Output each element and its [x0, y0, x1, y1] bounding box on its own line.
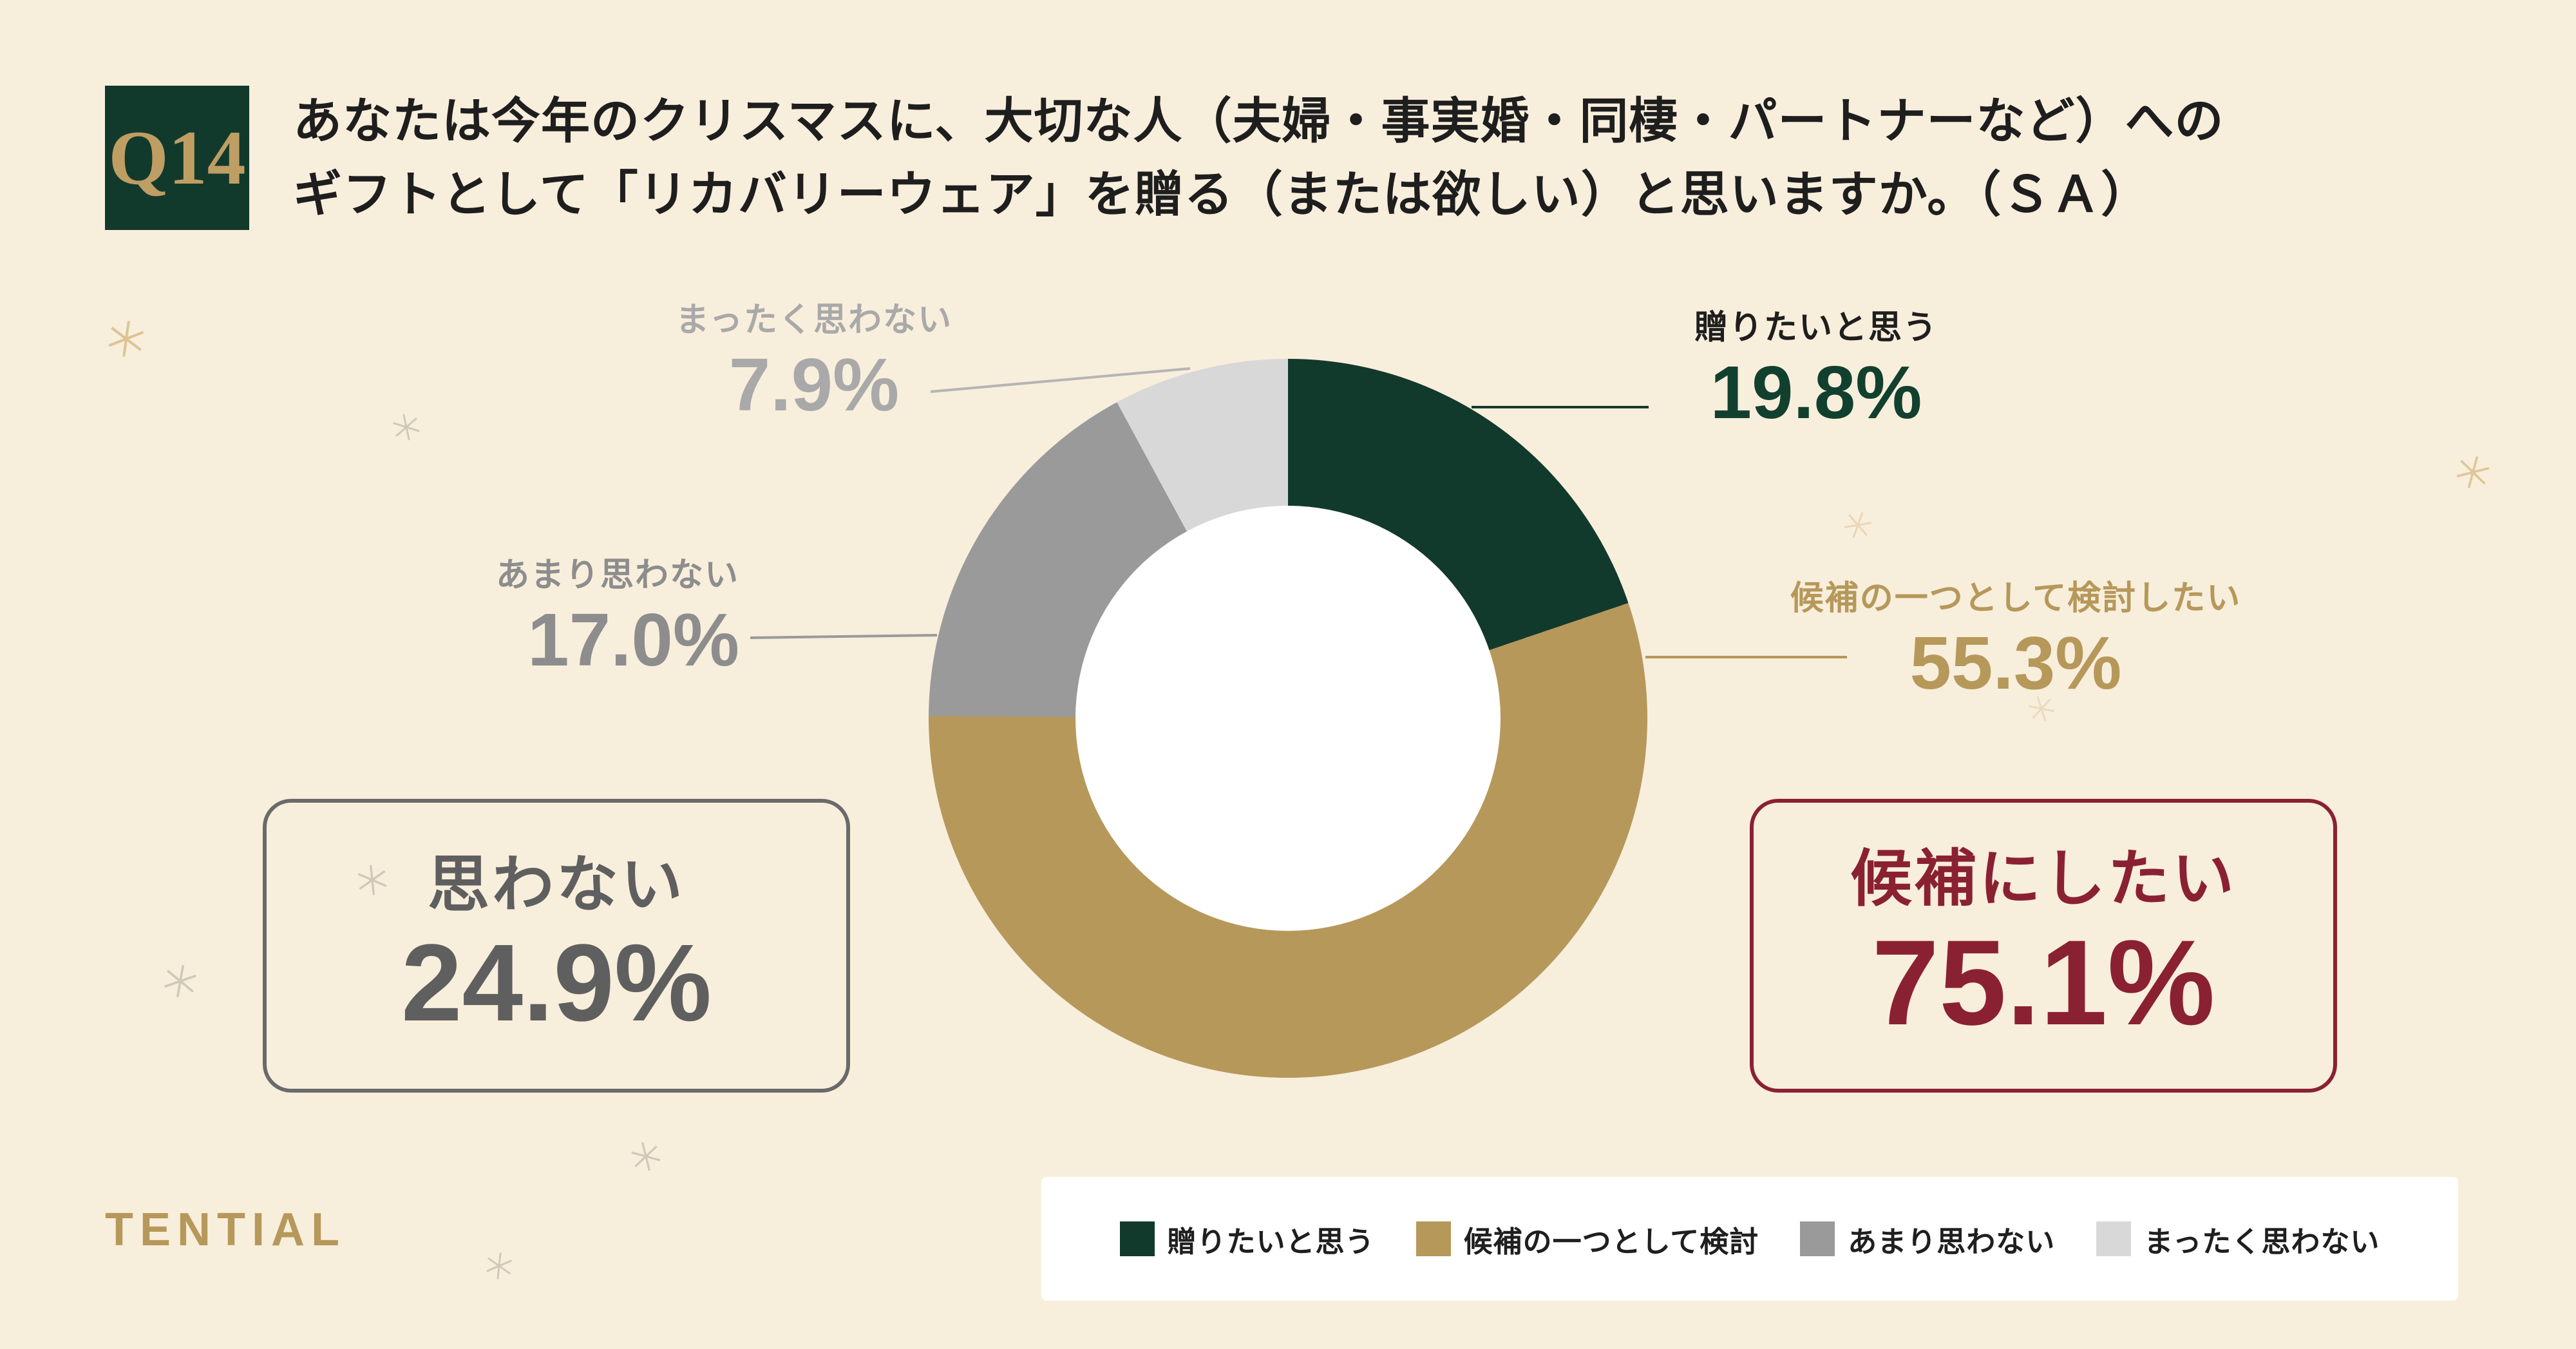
legend-swatch-gold: [1416, 1221, 1451, 1256]
legend-item: 贈りたいと思う: [1119, 1218, 1375, 1260]
legend-swatch-dark-green: [1119, 1221, 1155, 1256]
donut-chart: [929, 359, 1647, 1078]
legend-item-label: 候補の一つとして検討: [1463, 1225, 1759, 1258]
callout-label: 贈りたいと思う: [1694, 309, 1938, 347]
callout-label: あまり思わない: [495, 557, 739, 594]
summary-box-positive: 候補にしたい 75.1%: [1750, 799, 2337, 1093]
callout-not-really: あまり思わない 17.0%: [353, 555, 739, 685]
chart-legend: 贈りたいと思う 候補の一つとして検討 あまり思わない まったく思わない: [1041, 1177, 2458, 1301]
summary-negative-value: 24.9%: [401, 921, 712, 1044]
brand-logo: TENTIAL: [105, 1204, 346, 1256]
callout-label: まったく思わない: [676, 301, 952, 339]
legend-item-label: まったく思わない: [2144, 1225, 2380, 1258]
summary-negative-label: 思わない: [428, 850, 685, 919]
sparkle-icon: [631, 1142, 661, 1171]
legend-swatch-gray: [1800, 1221, 1835, 1256]
summary-positive-label: 候補にしたい: [1850, 844, 2237, 914]
sparkle-icon: [393, 414, 420, 441]
question-title-line-2: ギフトとして「リカバリーウェア」を贈る（または欲しい）と思いますか。（ＳＡ）: [293, 167, 2151, 222]
question-badge: Q14: [105, 86, 249, 230]
callout-value: 7.9%: [728, 343, 900, 427]
summary-box-negative: 思わない 24.9%: [263, 799, 850, 1093]
callout-want-to-give: 贈りたいと思う 19.8%: [1649, 308, 1984, 438]
sparkle-icon: [1844, 512, 1872, 538]
legend-item-label: あまり思わない: [1848, 1225, 2056, 1258]
legend-item-label: 贈りたいと思う: [1167, 1225, 1375, 1258]
callout-consider: 候補の一つとして検討したい 55.3%: [1732, 579, 2299, 709]
question-title-line-1: あなたは今年のクリスマスに、大切な人（夫婦・事実婚・同棲・パートナーなど）への: [293, 94, 2224, 149]
callout-value: 19.8%: [1710, 350, 1922, 435]
callout-value: 55.3%: [1909, 621, 2122, 705]
callout-value: 17.0%: [527, 598, 739, 682]
summary-positive-value: 75.1%: [1871, 915, 2215, 1051]
question-title: あなたは今年のクリスマスに、大切な人（夫婦・事実婚・同棲・パートナーなど）への …: [293, 85, 2224, 232]
donut-hole: [1075, 506, 1501, 931]
legend-item: 候補の一つとして検討: [1416, 1218, 1759, 1260]
legend-item: あまり思わない: [1800, 1218, 2055, 1260]
callout-not-at-all: まったく思わない 7.9%: [649, 300, 979, 430]
sparkle-icon: [2456, 456, 2490, 488]
sparkle-icon: [108, 321, 144, 357]
sparkle-icon: [164, 964, 196, 998]
sparkle-icon: [357, 865, 387, 895]
callout-label: 候補の一つとして検討したい: [1790, 580, 2242, 617]
sparkle-icon: [486, 1252, 512, 1279]
leader-line-not-really: [750, 634, 938, 639]
legend-item: まったく思わない: [2096, 1218, 2380, 1260]
sparkle-icon: [2028, 696, 2055, 722]
legend-swatch-light-gray: [2096, 1221, 2132, 1256]
